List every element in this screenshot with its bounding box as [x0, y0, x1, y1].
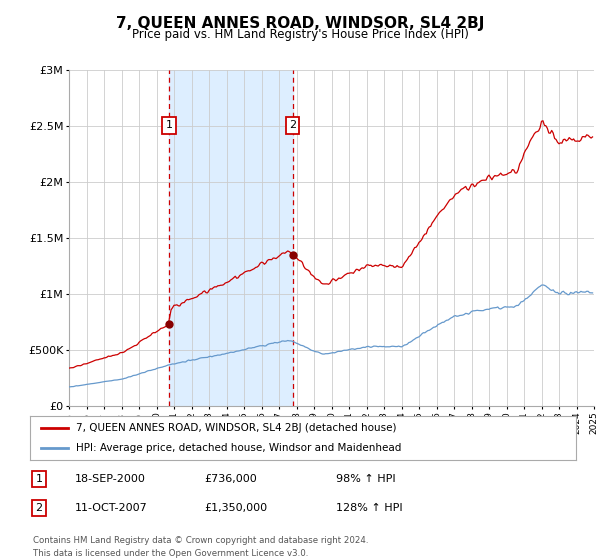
Text: £1,350,000: £1,350,000 — [204, 503, 267, 513]
Text: 128% ↑ HPI: 128% ↑ HPI — [336, 503, 403, 513]
Text: 11-OCT-2007: 11-OCT-2007 — [75, 503, 148, 513]
Text: 1: 1 — [35, 474, 43, 484]
Text: 1: 1 — [166, 120, 173, 130]
Text: 18-SEP-2000: 18-SEP-2000 — [75, 474, 146, 484]
Text: 2: 2 — [35, 503, 43, 513]
Text: HPI: Average price, detached house, Windsor and Maidenhead: HPI: Average price, detached house, Wind… — [76, 443, 402, 453]
Text: 98% ↑ HPI: 98% ↑ HPI — [336, 474, 395, 484]
Text: Contains HM Land Registry data © Crown copyright and database right 2024.
This d: Contains HM Land Registry data © Crown c… — [33, 536, 368, 558]
Text: 7, QUEEN ANNES ROAD, WINDSOR, SL4 2BJ (detached house): 7, QUEEN ANNES ROAD, WINDSOR, SL4 2BJ (d… — [76, 423, 397, 433]
Text: £736,000: £736,000 — [204, 474, 257, 484]
Text: 7, QUEEN ANNES ROAD, WINDSOR, SL4 2BJ: 7, QUEEN ANNES ROAD, WINDSOR, SL4 2BJ — [116, 16, 484, 31]
Bar — [169, 70, 293, 406]
Text: Price paid vs. HM Land Registry's House Price Index (HPI): Price paid vs. HM Land Registry's House … — [131, 28, 469, 41]
Text: 2: 2 — [289, 120, 296, 130]
